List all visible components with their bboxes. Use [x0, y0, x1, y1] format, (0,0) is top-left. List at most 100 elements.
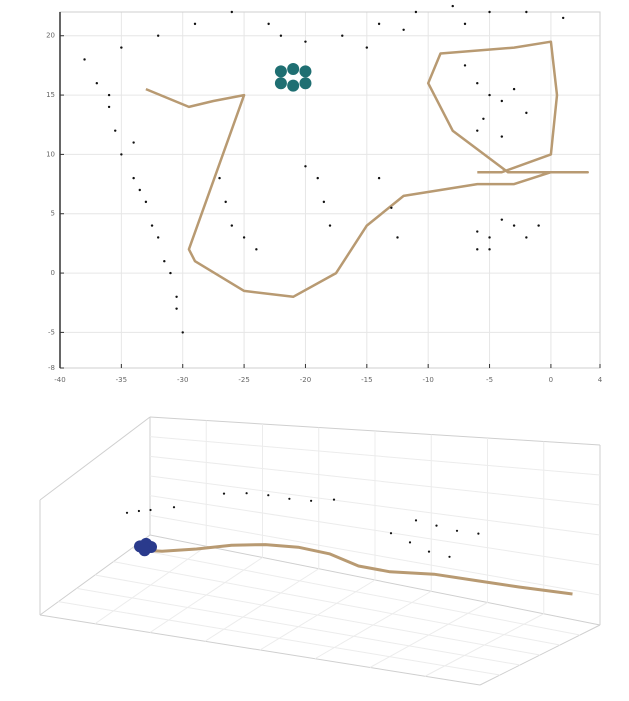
landmark-point: [476, 82, 479, 85]
landmark-point: [322, 200, 326, 204]
back-gridline: [149, 436, 601, 476]
vehicle-marker: [299, 65, 312, 78]
back-gridline: [149, 455, 601, 506]
landmark-point: [328, 224, 332, 227]
landmark-point: [500, 99, 504, 103]
landmark-point: [435, 524, 438, 527]
y-tick-label: 10: [46, 150, 55, 158]
landmark-point: [396, 236, 399, 239]
x-tick-label: -10: [422, 376, 433, 384]
landmark-point: [144, 200, 148, 204]
trajectory-line: [139, 543, 573, 596]
back-gridline: [149, 514, 601, 596]
landmark-point: [525, 111, 528, 115]
landmark-point: [561, 16, 565, 20]
landmark-point: [137, 509, 140, 513]
landmark-point: [310, 499, 313, 502]
landmark-point: [163, 260, 166, 263]
landmark-point: [463, 64, 467, 67]
landmark-point: [476, 230, 479, 233]
landmark-point: [512, 87, 516, 91]
top-view-plot: -40 -35 -30 -25 -20 -15 -10 -5 0 4 -8 -5 0 5 10 15 20: [46, 4, 603, 384]
floor-gridline: [113, 561, 561, 646]
landmark-point: [476, 129, 479, 132]
landmark-point: [455, 529, 459, 532]
x-tick-label: -30: [177, 376, 188, 384]
vehicle-marker: [274, 77, 287, 90]
landmark-point: [172, 506, 176, 509]
landmark-point: [316, 176, 319, 180]
landmark-point: [193, 22, 197, 26]
landmark-point: [389, 532, 393, 535]
box-edge: [39, 416, 151, 501]
landmark-point: [341, 34, 344, 37]
x-tick-label: -25: [238, 376, 249, 384]
perspective-view-svg: [39, 416, 601, 686]
landmark-point: [525, 10, 528, 14]
perspective-view-plot: [0, 405, 629, 697]
landmark-point: [138, 188, 141, 192]
landmark-point: [156, 236, 160, 239]
y-tick-label: 5: [51, 210, 55, 218]
floor-gridline: [58, 601, 501, 676]
landmark-point: [304, 40, 307, 43]
landmark-point: [132, 141, 135, 144]
landmark-point: [107, 105, 111, 109]
floor-gridline: [76, 587, 521, 666]
landmark-point: [477, 532, 480, 535]
landmark-point: [488, 236, 491, 239]
landmark-point: [332, 498, 336, 501]
landmark-point: [125, 511, 129, 514]
landmark-point: [114, 129, 117, 132]
landmark-point: [414, 519, 418, 522]
landmark-point: [414, 10, 418, 14]
x-tick-label: -15: [361, 376, 372, 384]
landmark-point: [230, 10, 234, 14]
landmark-point: [107, 93, 111, 97]
landmark-point: [279, 34, 283, 37]
landmark-point: [488, 10, 491, 14]
landmark-point: [132, 176, 135, 180]
landmark-point: [218, 176, 221, 180]
landmark-point: [245, 492, 248, 495]
landmark-point: [525, 236, 528, 239]
landmark-point: [512, 224, 516, 227]
back-gridline: [149, 495, 601, 566]
landmark-point: [175, 307, 178, 310]
landmark-point: [150, 224, 154, 227]
vehicle-marker: [287, 62, 300, 75]
landmark-point: [365, 46, 369, 49]
landmark-point: [175, 295, 178, 298]
landmark-point: [120, 46, 123, 49]
floor-gridline: [131, 547, 581, 636]
landmark-point: [377, 176, 381, 180]
landmark-point: [156, 34, 160, 37]
landmark-point: [120, 153, 123, 156]
landmark-point: [222, 492, 226, 495]
landmark-point: [169, 271, 172, 275]
trajectory-line: [145, 40, 589, 299]
x-tick-label: -35: [116, 376, 127, 384]
landmark-point: [488, 248, 491, 251]
y-tick-label: 20: [46, 32, 55, 40]
back-gridline: [149, 475, 601, 536]
vehicle-marker: [274, 65, 287, 78]
landmark-point: [230, 224, 234, 227]
landmark-point: [488, 93, 491, 97]
landmark-point: [242, 236, 246, 239]
y-tick-label: 0: [51, 269, 55, 277]
landmark-point: [500, 218, 504, 221]
landmark-point: [427, 550, 431, 553]
landmark-point: [390, 206, 393, 209]
landmark-point: [537, 224, 540, 227]
landmark-point: [224, 200, 227, 204]
landmark-point: [95, 82, 99, 85]
landmark-point: [463, 22, 467, 26]
x-tick-label: -5: [486, 376, 493, 384]
landmark-point: [402, 28, 405, 31]
plot-frame: [59, 11, 601, 369]
landmark-point: [448, 555, 451, 558]
floor-gridline: [94, 574, 541, 656]
landmark-point: [288, 497, 291, 500]
landmark-point: [149, 508, 152, 512]
